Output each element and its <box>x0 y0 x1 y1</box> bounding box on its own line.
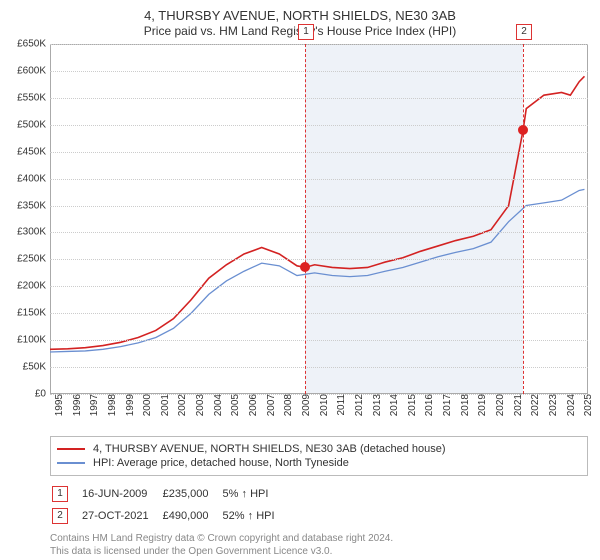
y-tick-label: £600K <box>8 65 50 76</box>
x-tick-label: 2017 <box>438 394 453 416</box>
line-series-svg <box>50 44 588 394</box>
y-tick-label: £150K <box>8 308 50 319</box>
y-tick-label: £200K <box>8 281 50 292</box>
y-tick-label: £50K <box>8 362 50 373</box>
x-tick-label: 2008 <box>279 394 294 416</box>
legend-label: HPI: Average price, detached house, Nort… <box>93 457 349 469</box>
x-tick-label: 2013 <box>368 394 383 416</box>
x-tick-label: 1995 <box>50 394 65 416</box>
sale-date: 27-OCT-2021 <box>82 506 161 526</box>
legend-item: 4, THURSBY AVENUE, NORTH SHIELDS, NE30 3… <box>57 443 581 455</box>
credit-text: Contains HM Land Registry data © Crown c… <box>50 532 588 558</box>
x-tick-label: 2002 <box>173 394 188 416</box>
y-tick-label: £400K <box>8 173 50 184</box>
sale-index-badge: 1 <box>52 486 68 502</box>
x-tick-label: 1997 <box>85 394 100 416</box>
x-tick-label: 2003 <box>191 394 206 416</box>
x-tick-label: 2009 <box>297 394 312 416</box>
x-tick-label: 2010 <box>315 394 330 416</box>
x-tick-label: 2019 <box>473 394 488 416</box>
y-tick-label: £300K <box>8 227 50 238</box>
y-tick-label: £650K <box>8 39 50 50</box>
sale-marker-dot <box>518 125 528 135</box>
price-chart: 4, THURSBY AVENUE, NORTH SHIELDS, NE30 3… <box>0 0 600 560</box>
y-tick-label: £500K <box>8 119 50 130</box>
legend: 4, THURSBY AVENUE, NORTH SHIELDS, NE30 3… <box>50 436 588 476</box>
x-tick-label: 2007 <box>262 394 277 416</box>
y-tick-label: £550K <box>8 92 50 103</box>
sale-price: £235,000 <box>163 484 221 504</box>
legend-label: 4, THURSBY AVENUE, NORTH SHIELDS, NE30 3… <box>93 443 446 455</box>
x-tick-label: 2021 <box>509 394 524 416</box>
x-tick-label: 2015 <box>403 394 418 416</box>
x-tick-label: 2000 <box>138 394 153 416</box>
x-tick-label: 2022 <box>526 394 541 416</box>
y-tick-label: £0 <box>8 389 50 400</box>
x-tick-label: 2006 <box>244 394 259 416</box>
y-tick-label: £350K <box>8 200 50 211</box>
x-tick-label: 2024 <box>562 394 577 416</box>
table-row: 1 16-JUN-2009 £235,000 5% ↑ HPI <box>52 484 287 504</box>
sale-pct: 52% ↑ HPI <box>223 506 287 526</box>
x-tick-label: 1996 <box>68 394 83 416</box>
x-tick-label: 2025 <box>579 394 594 416</box>
x-tick-label: 2012 <box>350 394 365 416</box>
x-tick-label: 1999 <box>121 394 136 416</box>
marker-badge: 2 <box>516 24 532 40</box>
legend-item: HPI: Average price, detached house, Nort… <box>57 457 581 469</box>
plot-area: £0£50K£100K£150K£200K£250K£300K£350K£400… <box>50 44 588 394</box>
table-row: 2 27-OCT-2021 £490,000 52% ↑ HPI <box>52 506 287 526</box>
sale-marker-dot <box>300 262 310 272</box>
sale-date: 16-JUN-2009 <box>82 484 161 504</box>
x-tick-label: 2020 <box>491 394 506 416</box>
y-tick-label: £450K <box>8 146 50 157</box>
chart-title: 4, THURSBY AVENUE, NORTH SHIELDS, NE30 3… <box>12 8 588 23</box>
x-tick-label: 2014 <box>385 394 400 416</box>
x-tick-label: 2023 <box>544 394 559 416</box>
sale-price: £490,000 <box>163 506 221 526</box>
x-tick-label: 2001 <box>156 394 171 416</box>
sales-table: 1 16-JUN-2009 £235,000 5% ↑ HPI 2 27-OCT… <box>50 482 289 528</box>
legend-swatch <box>57 462 85 464</box>
sale-pct: 5% ↑ HPI <box>223 484 287 504</box>
y-tick-label: £250K <box>8 254 50 265</box>
sale-index-badge: 2 <box>52 508 68 524</box>
x-tick-label: 2004 <box>209 394 224 416</box>
x-tick-label: 2005 <box>226 394 241 416</box>
legend-swatch <box>57 448 85 450</box>
x-tick-label: 2016 <box>420 394 435 416</box>
y-tick-label: £100K <box>8 335 50 346</box>
x-tick-label: 2018 <box>456 394 471 416</box>
x-tick-label: 1998 <box>103 394 118 416</box>
marker-badge: 1 <box>298 24 314 40</box>
x-tick-label: 2011 <box>332 394 347 416</box>
